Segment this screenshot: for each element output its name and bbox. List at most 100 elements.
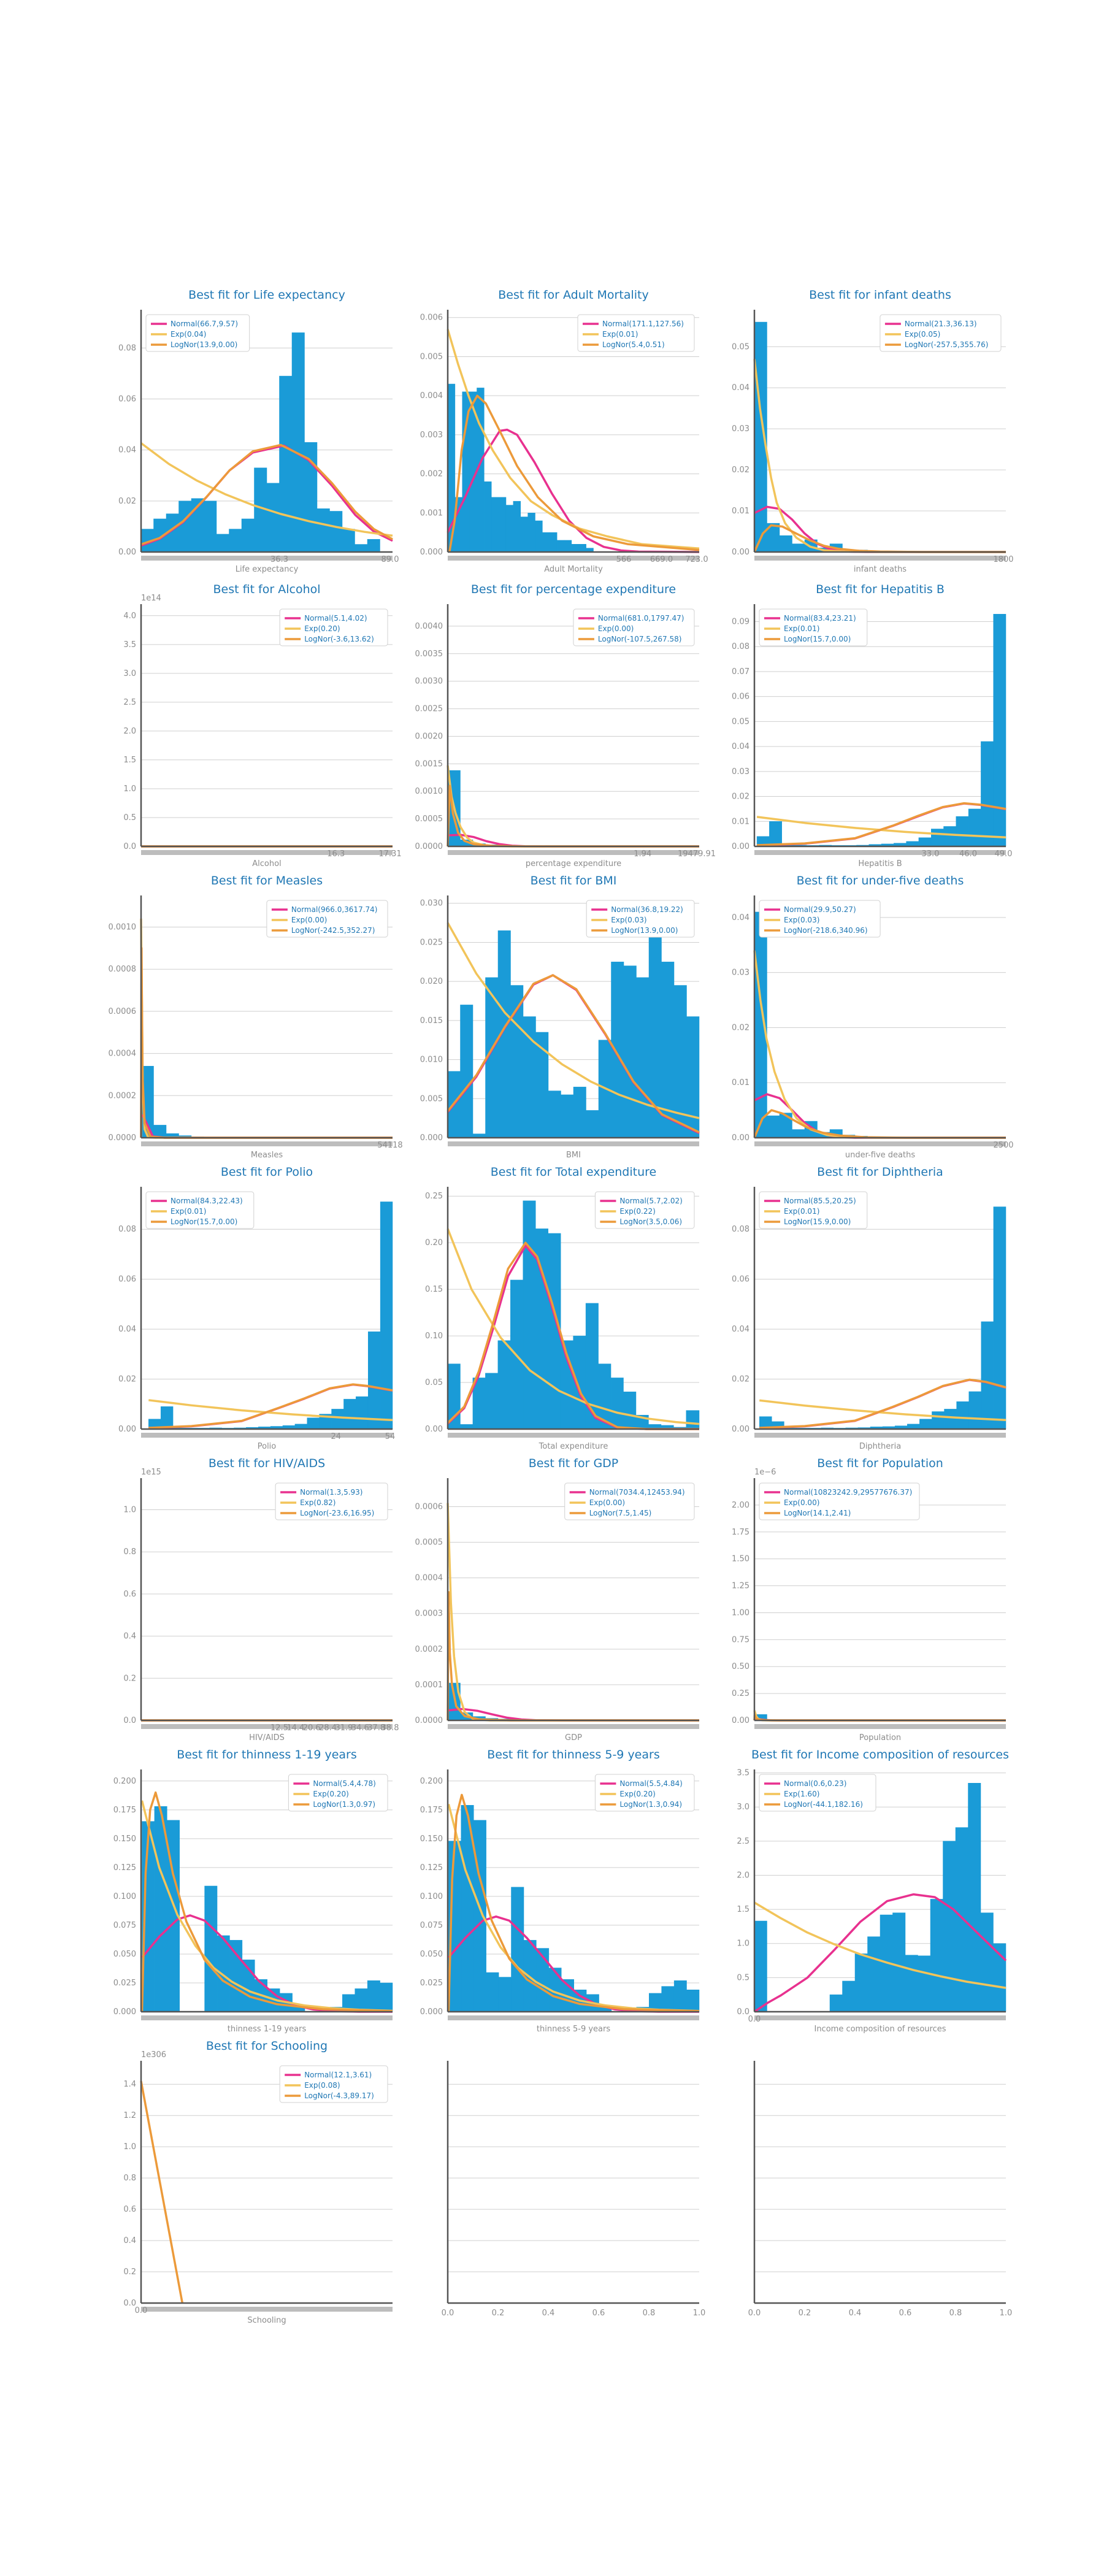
y-tick-label: 2.0 <box>737 1871 749 1880</box>
subplot-17: 0.000 0.025 0.050 0.075 0.100 0.125 0.150 0.175… <box>420 1748 700 2034</box>
y-tick-label: 0.05 <box>732 717 749 726</box>
legend: Normal(29.9,50.27) Exp(0.03) LogNor(-218.6… <box>759 900 881 938</box>
histogram-bar <box>623 965 637 1138</box>
histogram-bar <box>484 481 492 553</box>
histogram-bar <box>343 1398 356 1430</box>
y-tick-label: 0.00 <box>732 1425 749 1434</box>
legend-entry: LogNor(-218.6,340.96) <box>784 926 868 935</box>
legend-entry: LogNor(14.1,2.41) <box>784 1509 851 1517</box>
y-tick-label: 0.0004 <box>415 1574 443 1583</box>
y-tick-label: 1.0 <box>123 784 136 794</box>
legend: Normal(5.1,4.02)Exp(0.20) LogNor(-3.6,13.… <box>279 608 388 646</box>
legend: Normal(83.4,23.21)Exp(0.01) LogNor(15.7,0… <box>759 608 868 646</box>
x-tick-label: 669.0 <box>650 555 673 564</box>
y-tick-label: 3.0 <box>123 669 136 678</box>
y-tick-label: 1.50 <box>732 1555 749 1564</box>
y-tick-label: 0.00 <box>732 1133 749 1143</box>
x-axis-label: Hepatitis B <box>858 859 902 868</box>
normal-fit-curve <box>754 1893 1007 2013</box>
x-tick-band <box>448 850 699 855</box>
y-tick-label: 0.8 <box>123 2174 136 2183</box>
legend: Normal(171.1,127.56) Exp(0.01)LogNor(5.4,… <box>577 314 695 352</box>
legend-box <box>279 608 388 646</box>
x-tick-label: 0.2 <box>799 2309 811 2318</box>
x-tick-band <box>754 556 1006 561</box>
legend-entry: Normal(5.7,2.02) <box>619 1197 682 1205</box>
histogram-bar <box>561 1094 574 1138</box>
histogram-bar <box>623 1391 637 1430</box>
y-tick-label: 0.08 <box>118 343 136 353</box>
histogram-bar <box>981 741 994 847</box>
legend-entry: Exp(1.60) <box>784 1790 819 1798</box>
exp-fit-curve <box>447 1503 699 1722</box>
legend-entry: Exp(0.03) <box>611 916 646 924</box>
histogram-bar <box>356 1396 369 1430</box>
y-tick-label: 0.02 <box>118 497 136 506</box>
x-tick-label: 0.4 <box>849 2309 862 2318</box>
legend-box <box>577 314 695 352</box>
histogram-bar <box>460 1005 473 1138</box>
subplot-18: 0.0 0.5 1.0 1.5 2.0 2.5 3.0 3.5 0.0 Income compos… <box>737 1748 1009 2034</box>
y-tick-label: 1.4 <box>123 2080 136 2089</box>
histogram-bar <box>980 1912 994 2012</box>
x-axis-label: Schooling <box>247 2316 286 2325</box>
histogram-bar <box>944 1409 957 1430</box>
legend-entry: Normal(36.8,19.22) <box>611 905 683 914</box>
x-tick-label: 17.31 <box>378 849 401 859</box>
x-tick-band <box>448 556 699 561</box>
histogram-bar <box>367 1331 381 1430</box>
y-tick-label: 2.0 <box>123 727 136 736</box>
legend-entry: Exp(0.01) <box>171 1207 206 1216</box>
y-tick-label: 0.01 <box>732 1078 749 1087</box>
lognor-fit-curve <box>753 1714 1006 1722</box>
legend-entry: Exp(0.00) <box>784 1498 819 1507</box>
y-tick-label: 0.04 <box>732 913 749 922</box>
legend-box <box>586 900 695 938</box>
histogram-bar <box>498 1977 512 2012</box>
x-tick-label: 19479.91 <box>678 849 716 859</box>
y-tick-label: 1.75 <box>732 1528 749 1537</box>
lognor-fit-curve <box>148 1383 393 1429</box>
y-tick-label: 3.0 <box>737 1803 749 1812</box>
x-tick-band <box>141 850 393 855</box>
x-tick-band <box>141 1141 393 1146</box>
y-tick-label: 0.4 <box>123 1632 136 1641</box>
legend-entry: LogNor(5.4,0.51) <box>602 340 665 349</box>
y-tick-label: 0.020 <box>420 977 443 986</box>
y-tick-label: 0.150 <box>113 1834 136 1844</box>
histogram-bar <box>918 837 932 847</box>
histogram-bar <box>686 1016 700 1138</box>
histogram-bar <box>329 511 343 553</box>
y-tick-label: 1.00 <box>732 1608 749 1617</box>
y-tick-label: 0.000 <box>420 1133 443 1143</box>
y-tick-label: 0.006 <box>420 313 443 323</box>
legend-box <box>880 314 1002 352</box>
histogram-bar <box>556 540 565 553</box>
histogram-bar <box>919 1419 932 1430</box>
x-tick-label: 723.0 <box>685 555 708 564</box>
lognor-fit-curve <box>140 443 393 546</box>
legend-box <box>594 1191 695 1229</box>
histogram-bar <box>686 1990 700 2012</box>
legend: Normal(966.0,3617.74) Exp(0.00) LogNor(-24… <box>266 900 388 938</box>
histogram-bar <box>527 513 535 553</box>
legend-entry: Exp(0.08) <box>304 2081 340 2090</box>
y-tick-label: 0.03 <box>732 968 749 978</box>
x-axis-label: Total expenditure <box>539 1442 608 1451</box>
legend-box <box>759 1774 876 1812</box>
subplot-2: 0.000 0.001 0.002 0.003 0.004 0.005 0.006 566 66… <box>420 288 708 574</box>
legend-entry: Exp(0.01) <box>784 1207 819 1216</box>
histogram-bar <box>497 1340 511 1430</box>
legend-box <box>759 608 868 646</box>
y-tick-label: 0.010 <box>420 1056 443 1065</box>
subplot-6: 0.00 0.01 0.02 0.03 0.04 0.05 0.06 0.07 0.08 0.09… <box>732 583 1012 868</box>
x-tick-label: 46.0 <box>959 849 977 859</box>
y-tick-label: 0.0010 <box>415 787 443 796</box>
legend-box <box>145 1191 255 1229</box>
legend: Normal(5.7,2.02) Exp(0.22)LogNor(3.5,0.06… <box>594 1191 695 1229</box>
legend-box <box>759 900 881 938</box>
histogram-bar <box>968 1391 982 1430</box>
subplot-3: 0.00 0.01 0.02 0.03 0.04 0.05 1800 infant death… <box>732 288 1014 574</box>
subplot-15: 0.00 0.25 0.50 0.75 1.00 1.25 1.50 1.75 2.00 Popu… <box>732 1457 1006 1742</box>
y-tick-label: 0.04 <box>118 1325 136 1334</box>
